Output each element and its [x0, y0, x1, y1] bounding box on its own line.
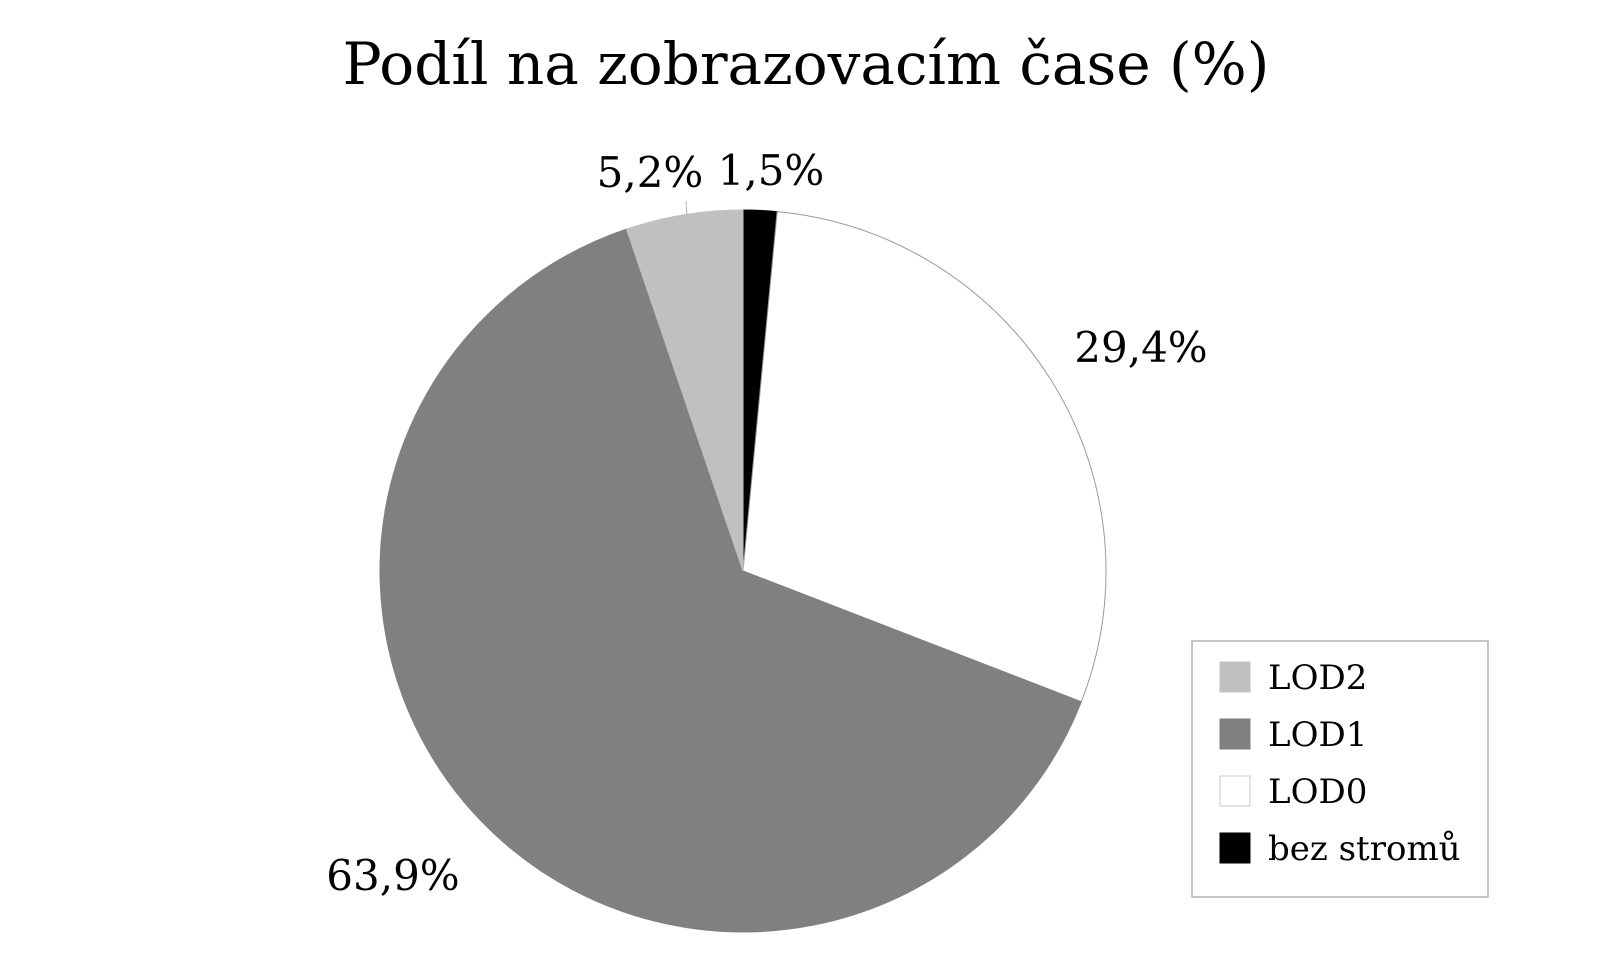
- pie-slice-lod2: [625, 209, 744, 572]
- pie-slices: [379, 209, 1107, 933]
- legend-label-lod1: LOD1: [1268, 715, 1367, 755]
- legend-label-lod0: LOD0: [1268, 772, 1367, 812]
- legend-swatch-lod2: [1219, 661, 1251, 693]
- chart-title: Podíl na zobrazovacím čase (%): [343, 30, 1270, 98]
- legend-label-bez-stromu: bez stromů: [1268, 829, 1461, 869]
- legend: LOD2 LOD1 LOD0 bez stromů: [1191, 640, 1489, 898]
- legend-swatch-lod1: [1219, 718, 1251, 750]
- legend-label-lod2: LOD2: [1268, 658, 1367, 698]
- data-label-lod0: 29,4%: [1074, 323, 1207, 372]
- leader-line-lod2: [685, 200, 688, 219]
- data-label-bez-stromu: 1,5%: [718, 146, 825, 195]
- leader-lines: [685, 200, 688, 219]
- data-labels: 1,5% 29,4% 63,9% 5,2%: [326, 146, 1207, 900]
- data-label-lod2: 5,2%: [597, 148, 704, 197]
- legend-swatch-lod0: [1219, 775, 1251, 807]
- pie-slice-lod1: [379, 228, 1082, 933]
- data-label-lod1: 63,9%: [326, 851, 459, 900]
- pie-slice-lod0: [742, 211, 1107, 703]
- legend-swatch-bez-stromu: [1219, 832, 1251, 864]
